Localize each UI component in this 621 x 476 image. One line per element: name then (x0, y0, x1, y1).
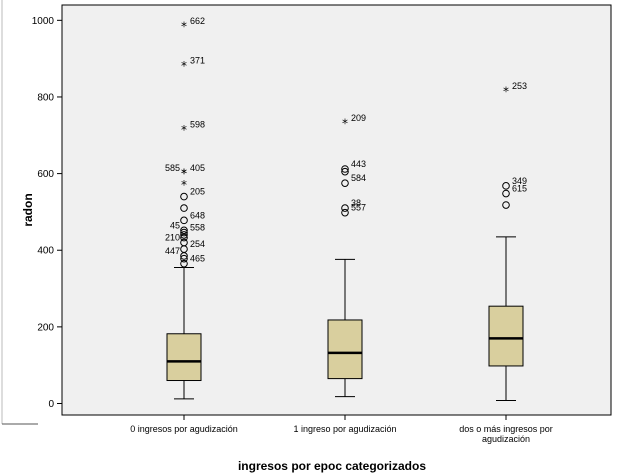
outlier-circle (180, 252, 188, 260)
outlier-label: 205 (190, 187, 205, 197)
y-axis-title: radon (21, 193, 35, 226)
outlier-label: 465 (190, 254, 205, 264)
outlier-circle (180, 216, 188, 225)
outlier-star: * (503, 85, 509, 99)
outlier-circle (180, 231, 188, 239)
outlier-circle (341, 167, 349, 176)
outlier-circle (341, 179, 349, 187)
box-iqr (166, 333, 202, 382)
outlier-label: 38 (351, 198, 361, 208)
x-category-label: dos o más ingresos por agudización (459, 424, 553, 444)
outlier-label: 558 (190, 223, 205, 233)
outlier-circle (180, 259, 188, 268)
y-axis: 0 200 400 600 800 1000 (32, 16, 62, 410)
x-category-label-line: dos o más ingresos por (459, 424, 553, 434)
outlier-star: * (342, 117, 348, 131)
outlier-label: 648 (190, 210, 205, 220)
outlier-circle (502, 189, 510, 198)
outlier-circle (180, 233, 188, 242)
outlier-label: 443 (351, 159, 366, 169)
x-axis-labels: 0 ingresos por agudización 1 ingreso por … (130, 415, 553, 444)
y-tick-label: 400 (37, 246, 54, 257)
y-tick-label: 200 (37, 322, 54, 333)
outlier-label: 253 (512, 81, 527, 91)
outlier-circle (180, 254, 188, 263)
outlier-label: 598 (190, 120, 205, 130)
box-iqr (327, 319, 363, 380)
outlier-circle (180, 226, 188, 235)
y-tick-label: 800 (37, 92, 54, 103)
outlier-label: 447 (165, 246, 180, 256)
outlier-circle (180, 204, 188, 212)
x-axis-title: ingresos por epoc categorizados (238, 459, 426, 473)
outlier-circle (341, 208, 349, 217)
outlier-label: 585 (165, 163, 180, 173)
outlier-label: 557 (351, 203, 366, 213)
outlier-label: 349 (512, 176, 527, 186)
outlier-circle (180, 192, 188, 201)
outlier-star: * (181, 20, 187, 34)
outlier-circle (180, 228, 188, 237)
outlier-label: 371 (190, 56, 205, 66)
outlier-star: * (181, 166, 187, 180)
outlier-star: * (181, 123, 187, 137)
outlier-star: * (181, 59, 187, 73)
outlier-label: 662 (190, 16, 205, 26)
outlier-label: 615 (512, 184, 527, 194)
x-category-label-line: agudización (482, 434, 530, 444)
y-tick-label: 600 (37, 169, 54, 180)
x-category-label: 0 ingresos por agudización (130, 424, 238, 434)
outlier-label: 254 (190, 239, 205, 249)
x-category-label-line: 0 ingresos por agudización (130, 424, 238, 434)
x-category-label-line: 1 ingreso por agudización (293, 424, 396, 434)
y-tick-label: 0 (48, 399, 54, 410)
outlier-circle (341, 204, 349, 212)
outlier-circle (502, 201, 510, 209)
x-category-label: 1 ingreso por agudización (293, 424, 396, 434)
y-tick-label: 1000 (32, 16, 55, 27)
box-iqr (488, 305, 524, 367)
outlier-circle (341, 165, 349, 173)
outlier-circle (502, 182, 510, 190)
outlier-label: 209 (351, 113, 366, 123)
outlier-star: * (181, 166, 187, 180)
outlier-star: * (181, 178, 187, 192)
outlier-label: 405 (190, 163, 205, 173)
outlier-label: 45 (170, 220, 180, 230)
outlier-label: 210 (165, 233, 180, 243)
outlier-label: 584 (351, 173, 366, 183)
